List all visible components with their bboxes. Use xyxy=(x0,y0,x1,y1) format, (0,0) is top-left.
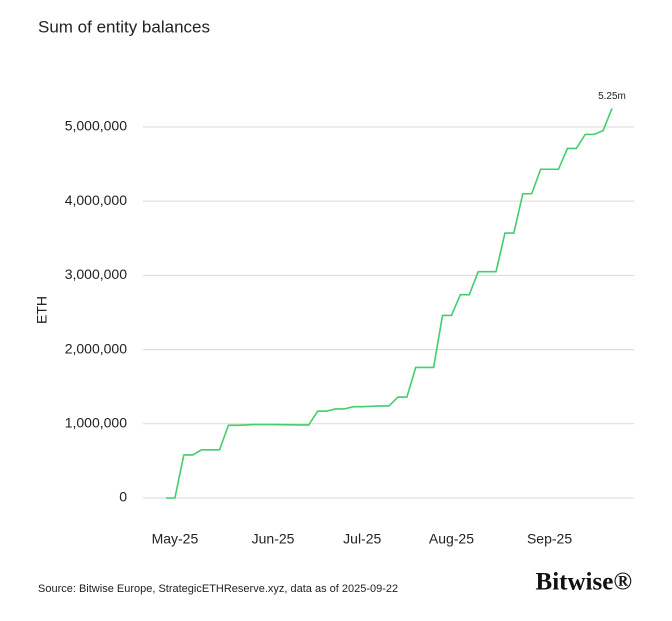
y-tick-label: 4,000,000 xyxy=(65,192,127,208)
x-tick-label: Jul-25 xyxy=(343,531,381,547)
y-tick-label: 5,000,000 xyxy=(65,118,127,134)
chart-title: Sum of entity balances xyxy=(38,17,210,36)
y-axis-label: ETH xyxy=(34,296,50,324)
source: Source: Bitwise Europe, StrategicETHRese… xyxy=(38,583,398,595)
brand-logo: Bitwise® xyxy=(536,569,632,596)
value-label: 5.25m xyxy=(598,91,626,102)
y-tick-label: 0 xyxy=(119,489,127,505)
x-tick-label: Aug-25 xyxy=(429,531,474,547)
y-tick-label: 2,000,000 xyxy=(65,340,127,356)
x-tick-label: Jun-25 xyxy=(252,531,295,547)
y-tick-label: 1,000,000 xyxy=(65,414,127,430)
y-tick-label: 3,000,000 xyxy=(65,266,127,282)
data-line xyxy=(166,108,613,499)
x-tick-label: May-25 xyxy=(152,531,199,547)
x-tick-label: Sep-25 xyxy=(527,531,572,547)
